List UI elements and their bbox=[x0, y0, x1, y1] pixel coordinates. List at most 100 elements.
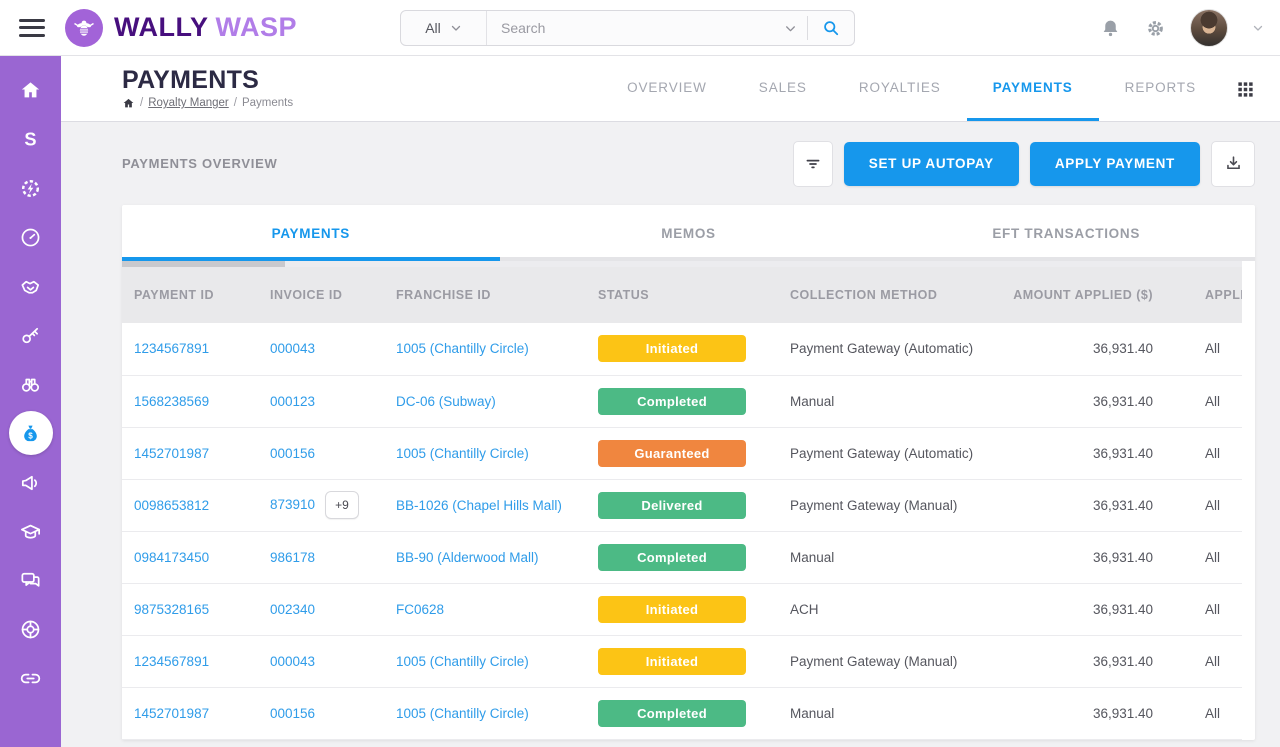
applied-cell: All bbox=[1153, 635, 1242, 687]
hamburger-menu-icon[interactable] bbox=[19, 19, 45, 37]
search-expand-chevron-icon[interactable] bbox=[784, 22, 807, 35]
sidebar-item-s-swoosh[interactable]: S bbox=[9, 117, 53, 161]
status-cell: Guaranteed bbox=[598, 427, 790, 479]
invoice-id-link[interactable]: 002340 bbox=[270, 602, 315, 617]
chat-icon bbox=[19, 569, 42, 592]
table-row: 1452701987000156 1005 (Chantilly Circle)C… bbox=[122, 687, 1242, 739]
sidebar-item-megaphone[interactable] bbox=[9, 460, 53, 504]
franchise-id-link[interactable]: 1005 (Chantilly Circle) bbox=[396, 635, 598, 687]
page-title: PAYMENTS bbox=[122, 67, 293, 93]
sidebar-item-chat[interactable] bbox=[9, 558, 53, 602]
svg-text:S: S bbox=[24, 129, 36, 149]
invoice-id-link[interactable]: 986178 bbox=[270, 550, 315, 565]
invoice-id-link[interactable]: 000156 bbox=[270, 446, 315, 461]
franchise-id-link[interactable]: BB-90 (Alderwood Mall) bbox=[396, 531, 598, 583]
table-row: 1452701987000156 1005 (Chantilly Circle)G… bbox=[122, 427, 1242, 479]
invoice-id-link[interactable]: 000043 bbox=[270, 654, 315, 669]
user-avatar[interactable] bbox=[1190, 9, 1228, 47]
invoice-id-cell: 000156 bbox=[270, 687, 396, 739]
column-header-invoice-id: INVOICE ID bbox=[270, 267, 396, 323]
sidebar-item-handshake[interactable] bbox=[9, 264, 53, 308]
payment-id-link[interactable]: 9875328165 bbox=[122, 583, 270, 635]
card-tab-memos[interactable]: MEMOS bbox=[500, 205, 878, 261]
amount-applied-cell: 36,931.40 bbox=[993, 583, 1153, 635]
invoice-id-link[interactable]: 000123 bbox=[270, 394, 315, 409]
table-header-row: PAYMENT IDINVOICE IDFRANCHISE IDSTATUSCO… bbox=[122, 267, 1242, 323]
search-scope-select[interactable]: All bbox=[401, 11, 487, 45]
invoice-id-cell: 000043 bbox=[270, 323, 396, 375]
status-badge: Completed bbox=[598, 388, 746, 415]
set-up-autopay-button[interactable]: SET UP AUTOPAY bbox=[844, 142, 1019, 186]
franchise-id-link[interactable]: 1005 (Chantilly Circle) bbox=[396, 323, 598, 375]
franchise-id-link[interactable]: BB-1026 (Chapel Hills Mall) bbox=[396, 479, 598, 531]
sidebar-item-home[interactable] bbox=[9, 68, 53, 112]
handshake-icon bbox=[19, 275, 42, 298]
payment-id-link[interactable]: 1568238569 bbox=[122, 375, 270, 427]
column-header-status: STATUS bbox=[598, 267, 790, 323]
sidebar-item-binoculars[interactable] bbox=[9, 362, 53, 406]
breadcrumb-link[interactable]: Royalty Manger bbox=[148, 97, 229, 109]
svg-text:$: $ bbox=[28, 431, 33, 440]
applied-cell: All bbox=[1153, 687, 1242, 739]
table-row: 1568238569000123DC-06 (Subway)CompletedM… bbox=[122, 375, 1242, 427]
payment-id-link[interactable]: 1452701987 bbox=[122, 687, 270, 739]
applied-cell: All bbox=[1153, 375, 1242, 427]
card-tab-eft-transactions[interactable]: EFT TRANSACTIONS bbox=[877, 205, 1255, 261]
apps-grid-icon[interactable] bbox=[1236, 80, 1255, 99]
invoice-more-chip[interactable]: +9 bbox=[325, 491, 359, 519]
invoice-id-link[interactable]: 873910 bbox=[270, 497, 315, 512]
binoculars-icon bbox=[19, 373, 42, 396]
table-body: 12345678910000431005 (Chantilly Circle)I… bbox=[122, 323, 1242, 739]
status-cell: Completed bbox=[598, 375, 790, 427]
status-badge: Initiated bbox=[598, 596, 746, 623]
horizontal-scrollbar-thumb[interactable] bbox=[122, 261, 285, 267]
applied-cell: All bbox=[1153, 479, 1242, 531]
collection-method-cell: Payment Gateway (Automatic) bbox=[790, 427, 993, 479]
nav-tab-payments[interactable]: PAYMENTS bbox=[967, 56, 1099, 121]
franchise-id-link[interactable]: FC0628 bbox=[396, 583, 598, 635]
breadcrumb-current: Payments bbox=[242, 97, 293, 109]
tab-active-underline bbox=[122, 257, 500, 261]
invoice-id-link[interactable]: 000043 bbox=[270, 341, 315, 356]
nav-tab-royalties[interactable]: ROYALTIES bbox=[833, 56, 967, 121]
filter-button[interactable] bbox=[793, 141, 833, 187]
status-badge: Completed bbox=[598, 700, 746, 727]
payment-id-link[interactable]: 1234567891 bbox=[122, 635, 270, 687]
status-cell: Completed bbox=[598, 687, 790, 739]
profile-chevron-down-icon[interactable] bbox=[1252, 22, 1264, 34]
s-swoosh-icon: S bbox=[19, 128, 42, 151]
sidebar-item-life-ring[interactable] bbox=[9, 607, 53, 651]
nav-tab-reports[interactable]: REPORTS bbox=[1099, 56, 1222, 121]
franchise-id-link[interactable]: DC-06 (Subway) bbox=[396, 375, 598, 427]
nav-tab-sales[interactable]: SALES bbox=[733, 56, 833, 121]
brand-logo[interactable]: WALLYWASP bbox=[65, 9, 297, 47]
sidebar-item-link[interactable] bbox=[9, 656, 53, 700]
nav-tab-overview[interactable]: OVERVIEW bbox=[601, 56, 733, 121]
sidebar-item-gear-bolt[interactable] bbox=[9, 166, 53, 210]
settings-gear-icon[interactable] bbox=[1145, 18, 1166, 39]
applied-cell: All bbox=[1153, 323, 1242, 375]
franchise-id-link[interactable]: 1005 (Chantilly Circle) bbox=[396, 687, 598, 739]
search-icon bbox=[821, 18, 841, 38]
payment-id-link[interactable]: 0984173450 bbox=[122, 531, 270, 583]
sidebar-item-graduation-cap[interactable] bbox=[9, 509, 53, 553]
sidebar-item-gauge[interactable] bbox=[9, 215, 53, 259]
franchise-id-link[interactable]: 1005 (Chantilly Circle) bbox=[396, 427, 598, 479]
sidebar-item-key[interactable] bbox=[9, 313, 53, 357]
payments-table-viewport: PAYMENT IDINVOICE IDFRANCHISE IDSTATUSCO… bbox=[122, 267, 1242, 740]
megaphone-icon bbox=[19, 471, 42, 494]
table-row: 0984173450986178BB-90 (Alderwood Mall)Co… bbox=[122, 531, 1242, 583]
apply-payment-button[interactable]: APPLY PAYMENT bbox=[1030, 142, 1200, 186]
notifications-bell-icon[interactable] bbox=[1100, 18, 1121, 39]
payment-id-link[interactable]: 1452701987 bbox=[122, 427, 270, 479]
invoice-id-link[interactable]: 000156 bbox=[270, 706, 315, 721]
collection-method-cell: Payment Gateway (Manual) bbox=[790, 635, 993, 687]
search-button[interactable] bbox=[808, 11, 854, 45]
status-badge: Guaranteed bbox=[598, 440, 746, 467]
sidebar-item-money-bag[interactable]: $ bbox=[9, 411, 53, 455]
card-tab-payments[interactable]: PAYMENTS bbox=[122, 205, 500, 261]
download-button[interactable] bbox=[1211, 141, 1255, 187]
payment-id-link[interactable]: 1234567891 bbox=[122, 323, 270, 375]
payment-id-link[interactable]: 0098653812 bbox=[122, 479, 270, 531]
search-input[interactable] bbox=[487, 20, 784, 36]
